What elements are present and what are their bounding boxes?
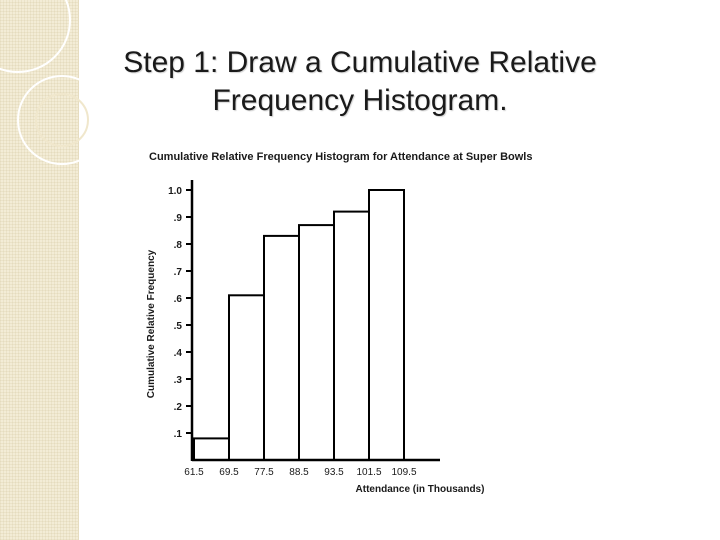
x-axis-label: Attendance (in Thousands): [356, 484, 485, 495]
axes-layer: .1 .2 .3 .4 .5 .6 .7 .8 .9 1.0 61.5 69.5 77.5 88.5 93.…: [168, 180, 440, 478]
y-tick-label: 1.0: [168, 186, 182, 197]
slide-title-line-1: Step 1: Draw a Cumulative Relative: [123, 46, 597, 79]
x-tick-label: 109.5: [391, 467, 416, 478]
slide-title-line-2: Frequency Histogram.: [212, 84, 508, 117]
x-tick-label: 61.5: [184, 467, 204, 478]
y-axis-label: Cumulative Relative Frequency: [146, 249, 157, 398]
y-tick-label: .2: [174, 402, 183, 413]
x-tick-label: 101.5: [356, 467, 381, 478]
x-tick-label: 69.5: [219, 467, 239, 478]
x-tick-label: 93.5: [324, 467, 344, 478]
histogram-bar-2: [228, 294, 265, 461]
y-tick-label: .8: [174, 240, 183, 251]
y-tick-label: .5: [174, 321, 183, 332]
x-tick-label: 77.5: [254, 467, 274, 478]
histogram-bar-4: [298, 224, 335, 461]
decorative-circles: [0, 0, 107, 165]
chart-title: Cumulative Relative Frequency Histogram …: [149, 151, 532, 163]
histogram-chart: Cumulative Relative Frequency Histogram …: [128, 128, 598, 500]
y-tick-label: .1: [174, 429, 183, 440]
y-tick-label: .9: [174, 213, 183, 224]
histogram-bar-3: [263, 234, 300, 462]
histogram-bar-5: [333, 210, 370, 461]
y-tick-label: .4: [174, 348, 183, 359]
decorative-side-strip: [0, 0, 79, 540]
y-tick-label: .7: [174, 267, 183, 278]
histogram-bar-6: [368, 189, 405, 461]
chart-svg: Cumulative Relative Frequency Histogram …: [146, 151, 532, 495]
x-tick-label: 88.5: [289, 467, 309, 478]
y-tick-label: .3: [174, 375, 183, 386]
y-tick-label: .6: [174, 294, 183, 305]
slide-title: Step 1: Draw a Cumulative Relative Frequ…: [80, 44, 640, 120]
bars-layer: [193, 189, 405, 462]
histogram-bar-1: [193, 437, 230, 461]
